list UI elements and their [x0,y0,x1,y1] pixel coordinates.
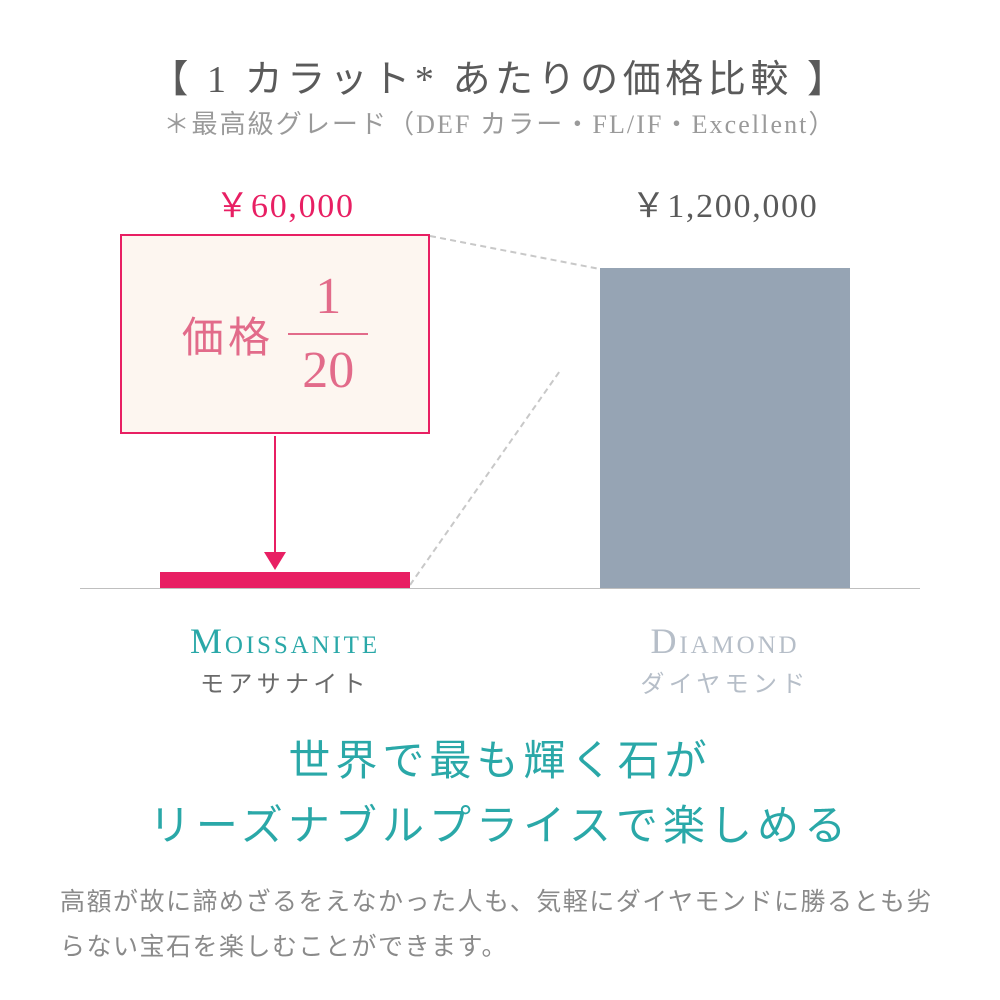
dash-bottom [409,371,560,585]
body-copy: 高額が故に諦めざるをえなかった人も、気軽にダイヤモンドに勝るとも劣らない宝石を楽… [60,880,940,970]
diamond-bar [600,268,850,588]
dash-top [430,235,607,271]
callout-arrow-head-icon [264,552,286,570]
moissanite-label-en: Moissanite [135,620,435,662]
diamond-price: ￥1,200,000 [585,178,865,227]
diamond-label-jp: ダイヤモンド [575,664,875,699]
diamond-label-en: Diamond [575,620,875,662]
callout-fraction: 1 20 [288,267,368,401]
fraction-numerator: 1 [291,267,365,333]
moissanite-label-jp: モアサナイト [135,664,435,699]
callout-word: 価格 [182,304,274,365]
page-subtitle: ＊最高級グレード（DEF カラー・FL/IF・Excellent） [0,104,1000,141]
price-ratio-callout: 価格 1 20 [120,234,430,434]
callout-arrow-shaft [274,436,276,556]
tagline: 世界で最も輝く石が リーズナブルプライスで楽しめる [0,730,1000,860]
moissanite-bar [160,572,410,588]
fraction-denominator: 20 [288,335,368,401]
tagline-line2: リーズナブルプライスで楽しめる [149,804,851,850]
page-title: 【 1 カラット* あたりの価格比較 】 [0,48,1000,103]
chart-baseline [80,588,920,589]
moissanite-price: ￥60,000 [145,178,425,227]
diamond-label: Diamond ダイヤモンド [575,620,875,699]
price-comparison-chart: ￥60,000 ￥1,200,000 価格 1 20 [0,170,1000,610]
tagline-line1: 世界で最も輝く石が [288,739,711,785]
moissanite-label: Moissanite モアサナイト [135,620,435,699]
